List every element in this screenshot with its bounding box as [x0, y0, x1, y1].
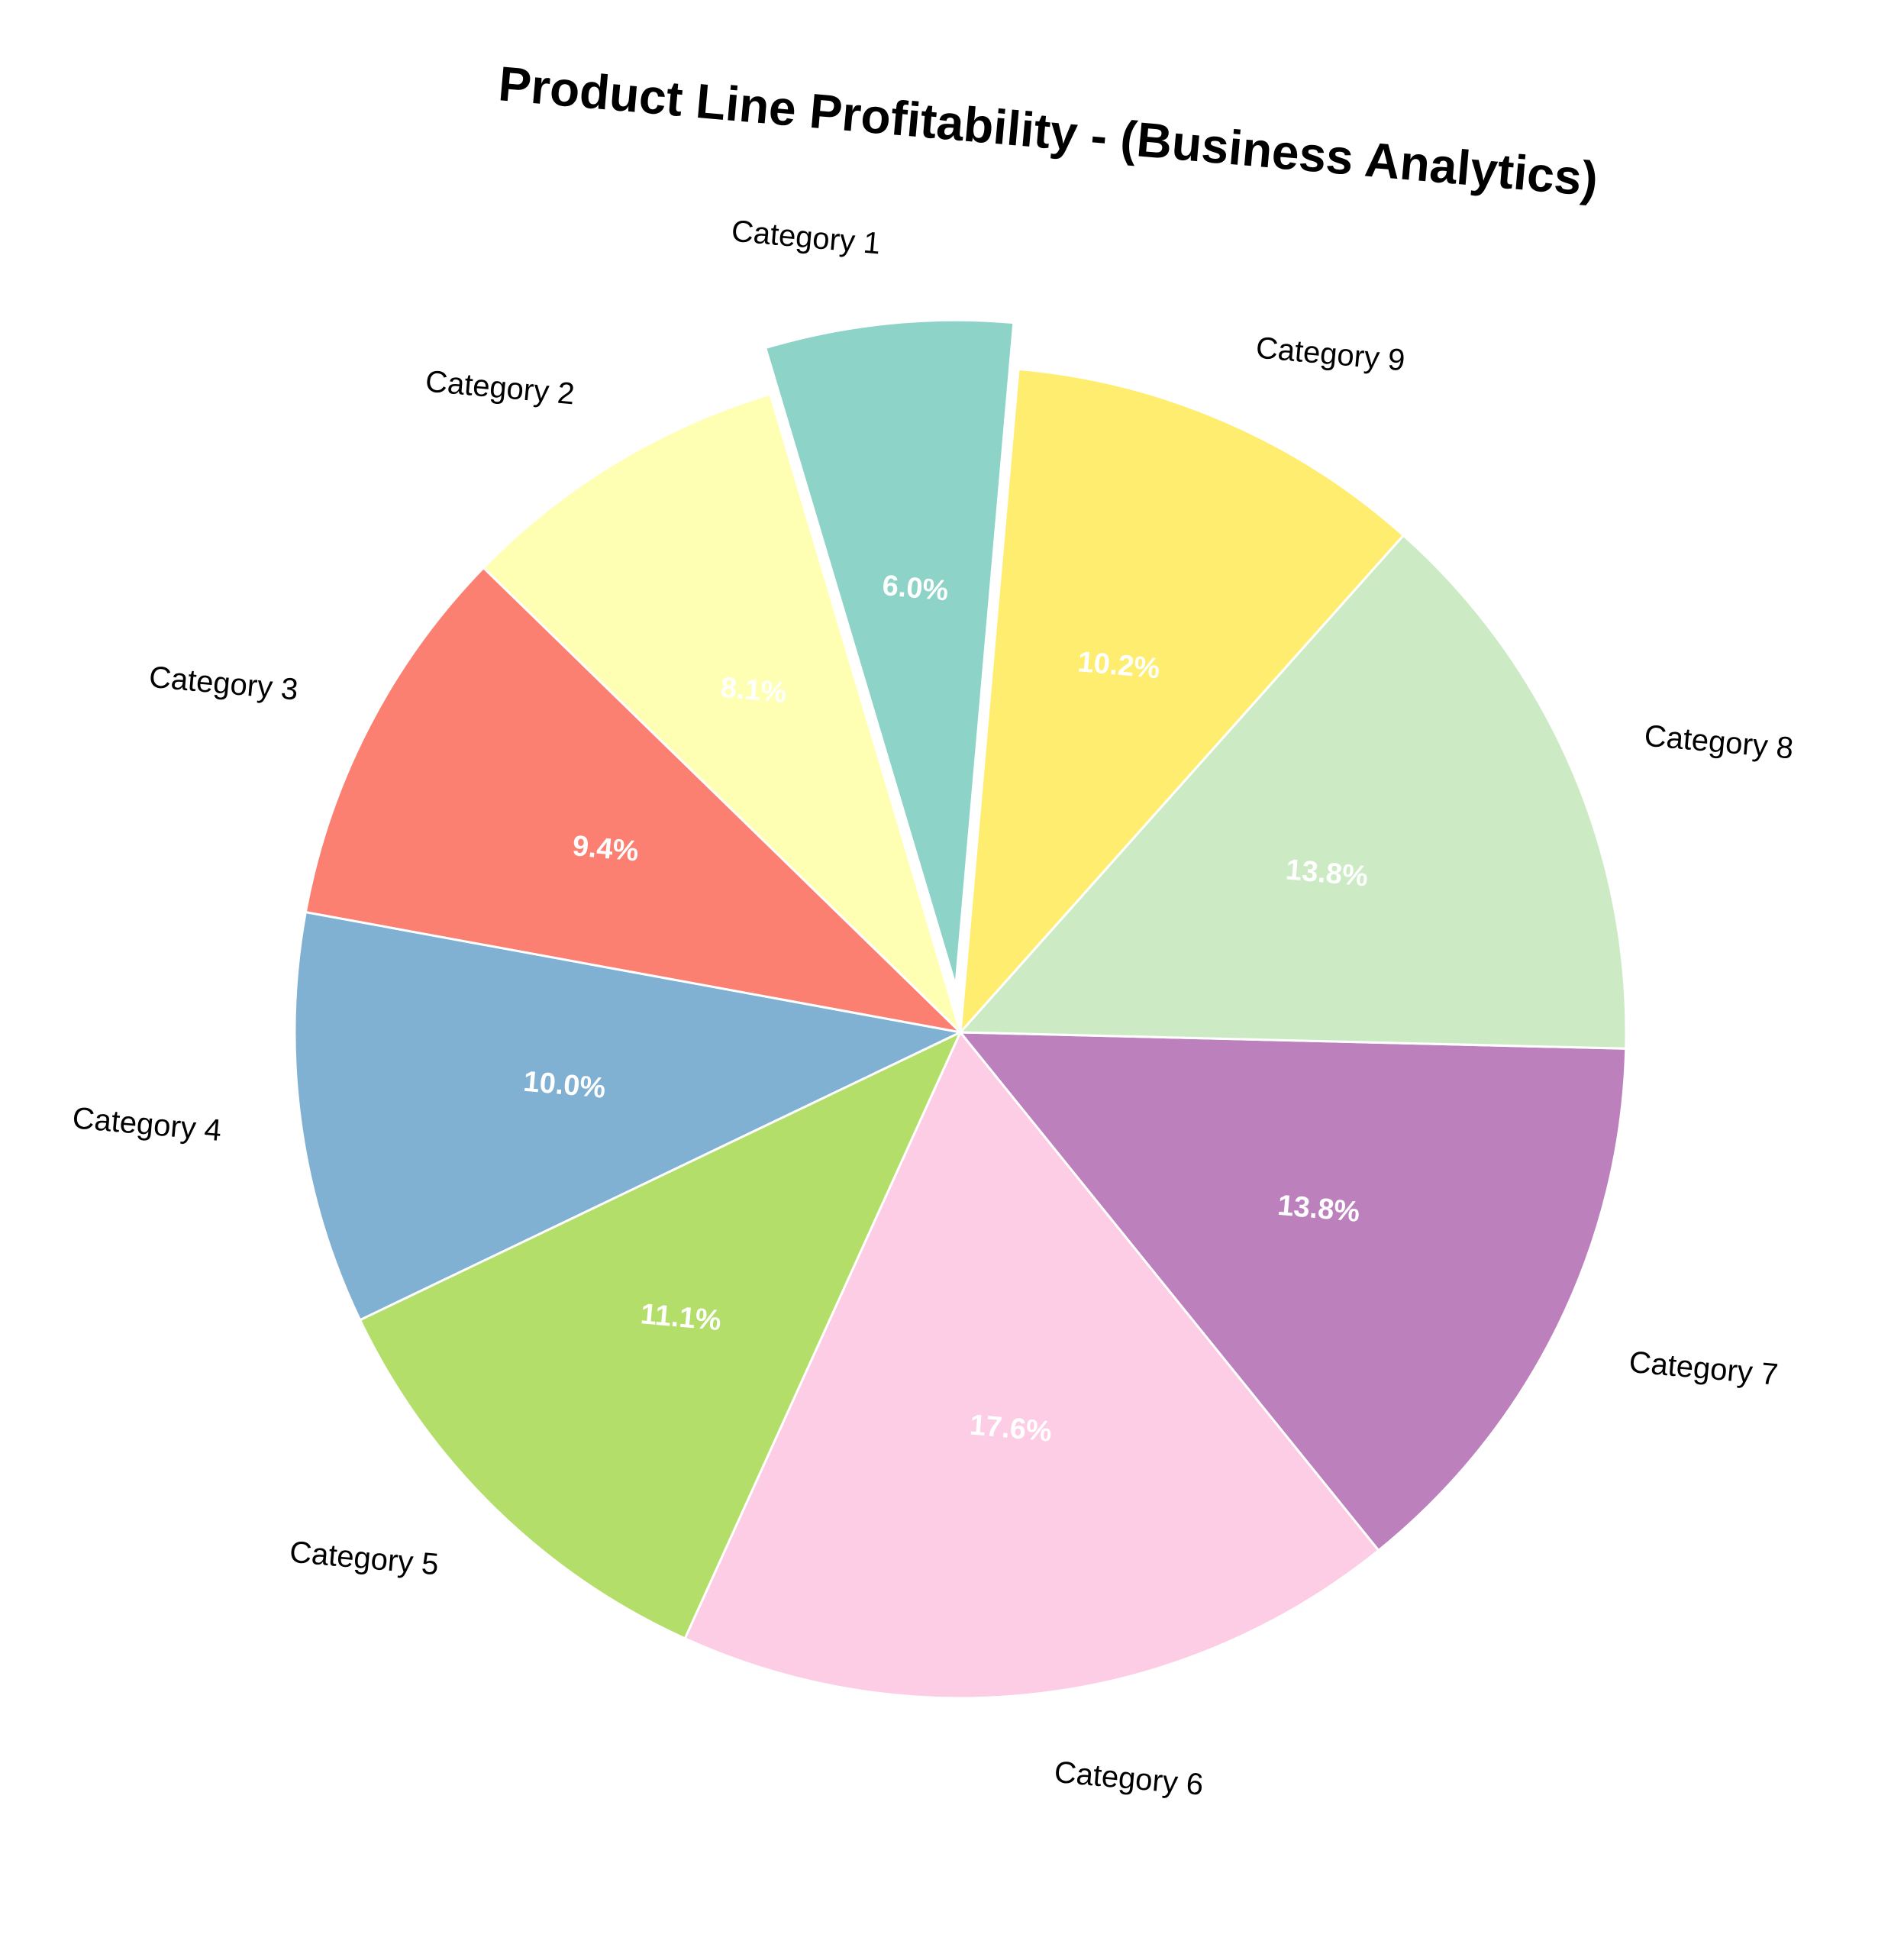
pie-slice-category-7 [957, 1031, 1628, 1552]
pie-slice-category-6 [683, 1030, 1380, 1700]
slice-label-category-1: Category 1 [730, 215, 882, 261]
chart-title: Product Line Profitability - (Business A… [496, 56, 1600, 207]
pie-slice-category-5 [358, 1029, 963, 1640]
pct-label-category-1: 6.0% [881, 570, 950, 607]
pie-slice-category-9 [959, 367, 1405, 1036]
pct-label-category-9: 10.2% [1076, 646, 1161, 685]
pct-label-category-5: 11.1% [639, 1298, 722, 1337]
pie-slice-category-3 [304, 566, 964, 1035]
slice-label-category-5: Category 5 [289, 1536, 441, 1582]
pct-label-category-2: 8.1% [719, 672, 788, 709]
slice-label-category-4: Category 4 [71, 1101, 223, 1148]
slice-label-category-9: Category 9 [1254, 331, 1406, 377]
slice-label-category-7: Category 7 [1628, 1345, 1780, 1392]
pie-slice-category-4 [293, 910, 964, 1322]
pct-label-category-6: 17.6% [968, 1409, 1053, 1448]
pie-slice-category-2 [482, 392, 963, 1037]
pct-label-category-7: 13.8% [1276, 1190, 1361, 1229]
pie-slices [293, 318, 1628, 1700]
slice-label-category-6: Category 6 [1053, 1755, 1205, 1802]
slice-label-category-3: Category 3 [147, 660, 299, 707]
slice-label-category-2: Category 2 [424, 364, 576, 411]
pct-label-category-4: 10.0% [522, 1066, 607, 1105]
pct-label-category-8: 13.8% [1285, 854, 1370, 893]
pie-slice-category-1 [763, 318, 1015, 987]
slice-label-category-8: Category 8 [1643, 719, 1795, 766]
pie-slice-category-8 [957, 534, 1628, 1050]
pct-label-category-3: 9.4% [571, 830, 640, 867]
